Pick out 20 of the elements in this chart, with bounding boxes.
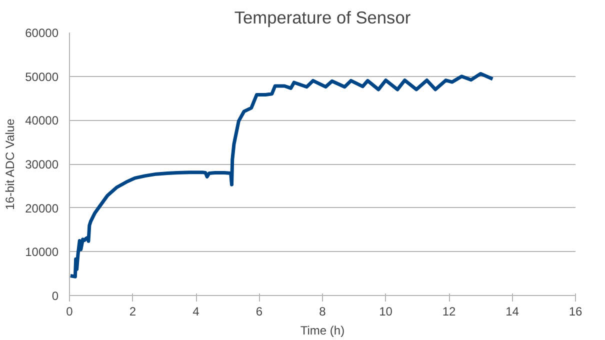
y-tick-label: 40000 [25, 114, 59, 128]
x-tick-label: 10 [379, 304, 393, 318]
y-tick-label: 0 [52, 289, 59, 303]
y-tick-label: 50000 [25, 70, 59, 84]
x-tick-label: 2 [129, 304, 136, 318]
y-tick-label: 60000 [25, 26, 59, 40]
chart-title: Temperature of Sensor [234, 8, 411, 28]
y-tick-label: 10000 [25, 245, 59, 260]
y-tick-label: 20000 [25, 201, 59, 216]
y-tick-label: 30000 [25, 158, 59, 172]
x-tick-label: 6 [256, 304, 263, 318]
x-tick-label: 16 [568, 304, 582, 318]
x-tick-label: 14 [506, 304, 520, 318]
x-tick-label: 12 [442, 304, 456, 318]
x-tick-label: 0 [66, 304, 74, 318]
x-axis-title: Time (h) [300, 324, 345, 338]
y-axis-title: 16-bit ADC Value [3, 118, 18, 210]
x-tick-label: 4 [192, 304, 200, 318]
x-tick-label: 8 [319, 304, 326, 318]
line-series [70, 72, 494, 278]
